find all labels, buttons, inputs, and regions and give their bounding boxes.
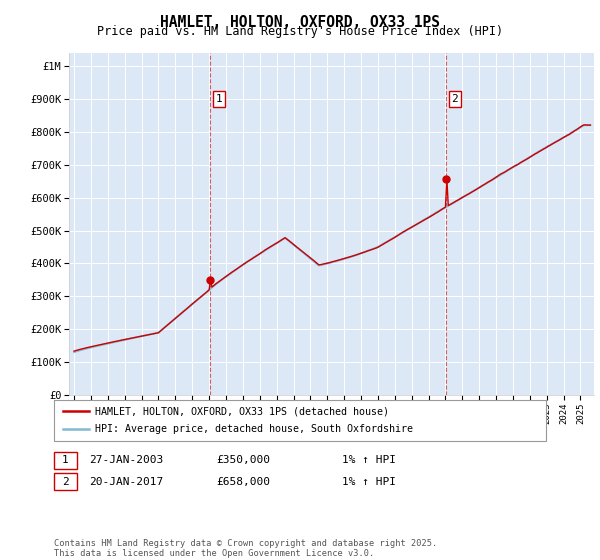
Text: 1: 1: [62, 455, 69, 465]
Text: 2: 2: [62, 477, 69, 487]
Text: Price paid vs. HM Land Registry's House Price Index (HPI): Price paid vs. HM Land Registry's House …: [97, 25, 503, 38]
Text: 27-JAN-2003: 27-JAN-2003: [89, 455, 163, 465]
Text: Contains HM Land Registry data © Crown copyright and database right 2025.
This d: Contains HM Land Registry data © Crown c…: [54, 539, 437, 558]
Text: 20-JAN-2017: 20-JAN-2017: [89, 477, 163, 487]
Text: 1% ↑ HPI: 1% ↑ HPI: [342, 477, 396, 487]
Text: HPI: Average price, detached house, South Oxfordshire: HPI: Average price, detached house, Sout…: [95, 424, 413, 434]
Text: 2: 2: [451, 94, 458, 104]
Text: 1% ↑ HPI: 1% ↑ HPI: [342, 455, 396, 465]
Text: £350,000: £350,000: [216, 455, 270, 465]
Text: HAMLET, HOLTON, OXFORD, OX33 1PS (detached house): HAMLET, HOLTON, OXFORD, OX33 1PS (detach…: [95, 407, 389, 416]
Text: 1: 1: [215, 94, 222, 104]
Text: HAMLET, HOLTON, OXFORD, OX33 1PS: HAMLET, HOLTON, OXFORD, OX33 1PS: [160, 15, 440, 30]
Text: £658,000: £658,000: [216, 477, 270, 487]
